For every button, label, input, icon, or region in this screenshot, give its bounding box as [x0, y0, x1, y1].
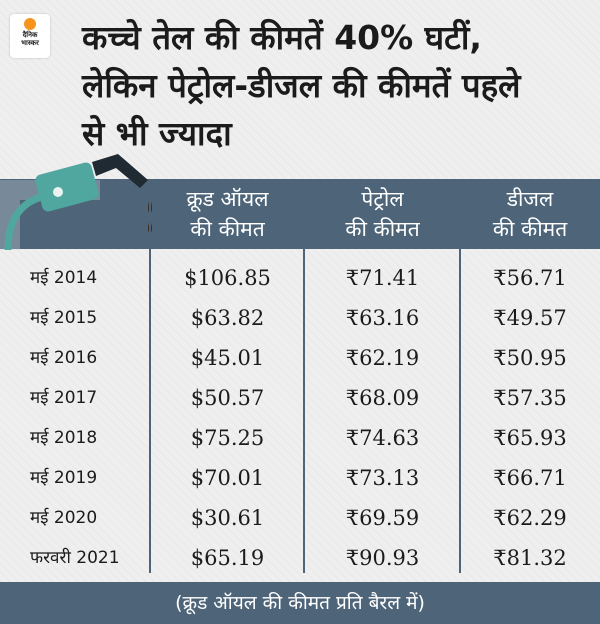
header-diesel: डीजल की कीमत	[460, 179, 600, 249]
logo-text-2: भास्कर	[21, 39, 39, 47]
row-crude-price: $50.57	[190, 386, 265, 410]
row-crude-price: $63.82	[190, 306, 265, 330]
row-period: फरवरी 2021	[30, 548, 120, 568]
row-period: मई 2020	[30, 508, 98, 528]
row-diesel-price: ₹49.57	[493, 306, 567, 330]
table-row: मई 2018 $75.25 ₹74.63 ₹65.93	[0, 418, 600, 458]
header-diesel-line2: की कीमत	[492, 217, 568, 241]
sun-icon	[24, 18, 36, 30]
table-row: मई 2020 $30.61 ₹69.59 ₹62.29	[0, 498, 600, 538]
row-period: मई 2016	[30, 348, 98, 368]
row-crude-price: $65.19	[190, 546, 265, 570]
row-diesel-price: ₹57.35	[493, 386, 567, 410]
row-petrol-price: ₹62.19	[345, 346, 420, 370]
page-title: कच्चे तेल की कीमतें 40% घटीं, लेकिन पेट्…	[82, 14, 592, 158]
header-crude: क्रूड ऑयल की कीमत	[150, 179, 305, 249]
row-diesel-price: ₹62.29	[493, 506, 567, 530]
header-petrol-line2: की कीमत	[345, 217, 420, 241]
brand-logo: दैनिक भास्कर	[10, 14, 50, 58]
logo-text-1: दैनिक	[22, 31, 38, 39]
table-row: फरवरी 2021 $65.19 ₹90.93 ₹81.32	[0, 538, 600, 578]
row-period: मई 2014	[30, 268, 98, 288]
row-period: मई 2018	[30, 428, 98, 448]
column-divider	[459, 179, 461, 573]
table-row: मई 2019 $70.01 ₹73.13 ₹66.71	[0, 458, 600, 498]
table-row: मई 2014 $106.85 ₹71.41 ₹56.71	[0, 258, 600, 298]
row-crude-price: $75.25	[190, 426, 265, 450]
row-diesel-price: ₹65.93	[493, 426, 567, 450]
column-divider	[149, 179, 151, 573]
row-period: मई 2015	[30, 308, 98, 328]
table-header-band	[0, 179, 600, 249]
table-row: मई 2017 $50.57 ₹68.09 ₹57.35	[0, 378, 600, 418]
title-line-3: से भी ज्यादा	[82, 114, 232, 153]
row-crude-price: $45.01	[190, 346, 265, 370]
header-petrol: पेट्रोल की कीमत	[305, 179, 460, 249]
row-crude-price: $106.85	[184, 266, 271, 290]
row-petrol-price: ₹74.63	[345, 426, 420, 450]
row-diesel-price: ₹50.95	[493, 346, 567, 370]
title-line-2: लेकिन पेट्रोल-डीजल की कीमतें पहले	[82, 66, 521, 105]
row-petrol-price: ₹73.13	[345, 466, 420, 490]
row-diesel-price: ₹56.71	[493, 266, 567, 290]
row-petrol-price: ₹63.16	[345, 306, 420, 330]
footer-note: (क्रूड ऑयल की कीमत प्रति बैरल में)	[0, 582, 600, 624]
row-crude-price: $70.01	[190, 466, 265, 490]
row-period: मई 2017	[30, 388, 98, 408]
row-period: मई 2019	[30, 468, 98, 488]
header-diesel-line1: डीजल	[506, 187, 554, 211]
table-row: मई 2015 $63.82 ₹63.16 ₹49.57	[0, 298, 600, 338]
row-crude-price: $30.61	[190, 506, 265, 530]
title-line-1: कच्चे तेल की कीमतें 40% घटीं,	[82, 18, 482, 57]
fuel-nozzle-icon	[0, 154, 152, 250]
row-diesel-price: ₹66.71	[493, 466, 567, 490]
header-petrol-line1: पेट्रोल	[361, 187, 404, 211]
row-petrol-price: ₹71.41	[345, 266, 420, 290]
row-diesel-price: ₹81.32	[493, 546, 567, 570]
row-petrol-price: ₹68.09	[345, 386, 420, 410]
column-divider	[303, 179, 305, 573]
table-row: मई 2016 $45.01 ₹62.19 ₹50.95	[0, 338, 600, 378]
header-crude-line2: की कीमत	[190, 217, 265, 241]
row-petrol-price: ₹69.59	[345, 506, 420, 530]
row-petrol-price: ₹90.93	[345, 546, 420, 570]
header-crude-line1: क्रूड ऑयल	[186, 187, 269, 211]
